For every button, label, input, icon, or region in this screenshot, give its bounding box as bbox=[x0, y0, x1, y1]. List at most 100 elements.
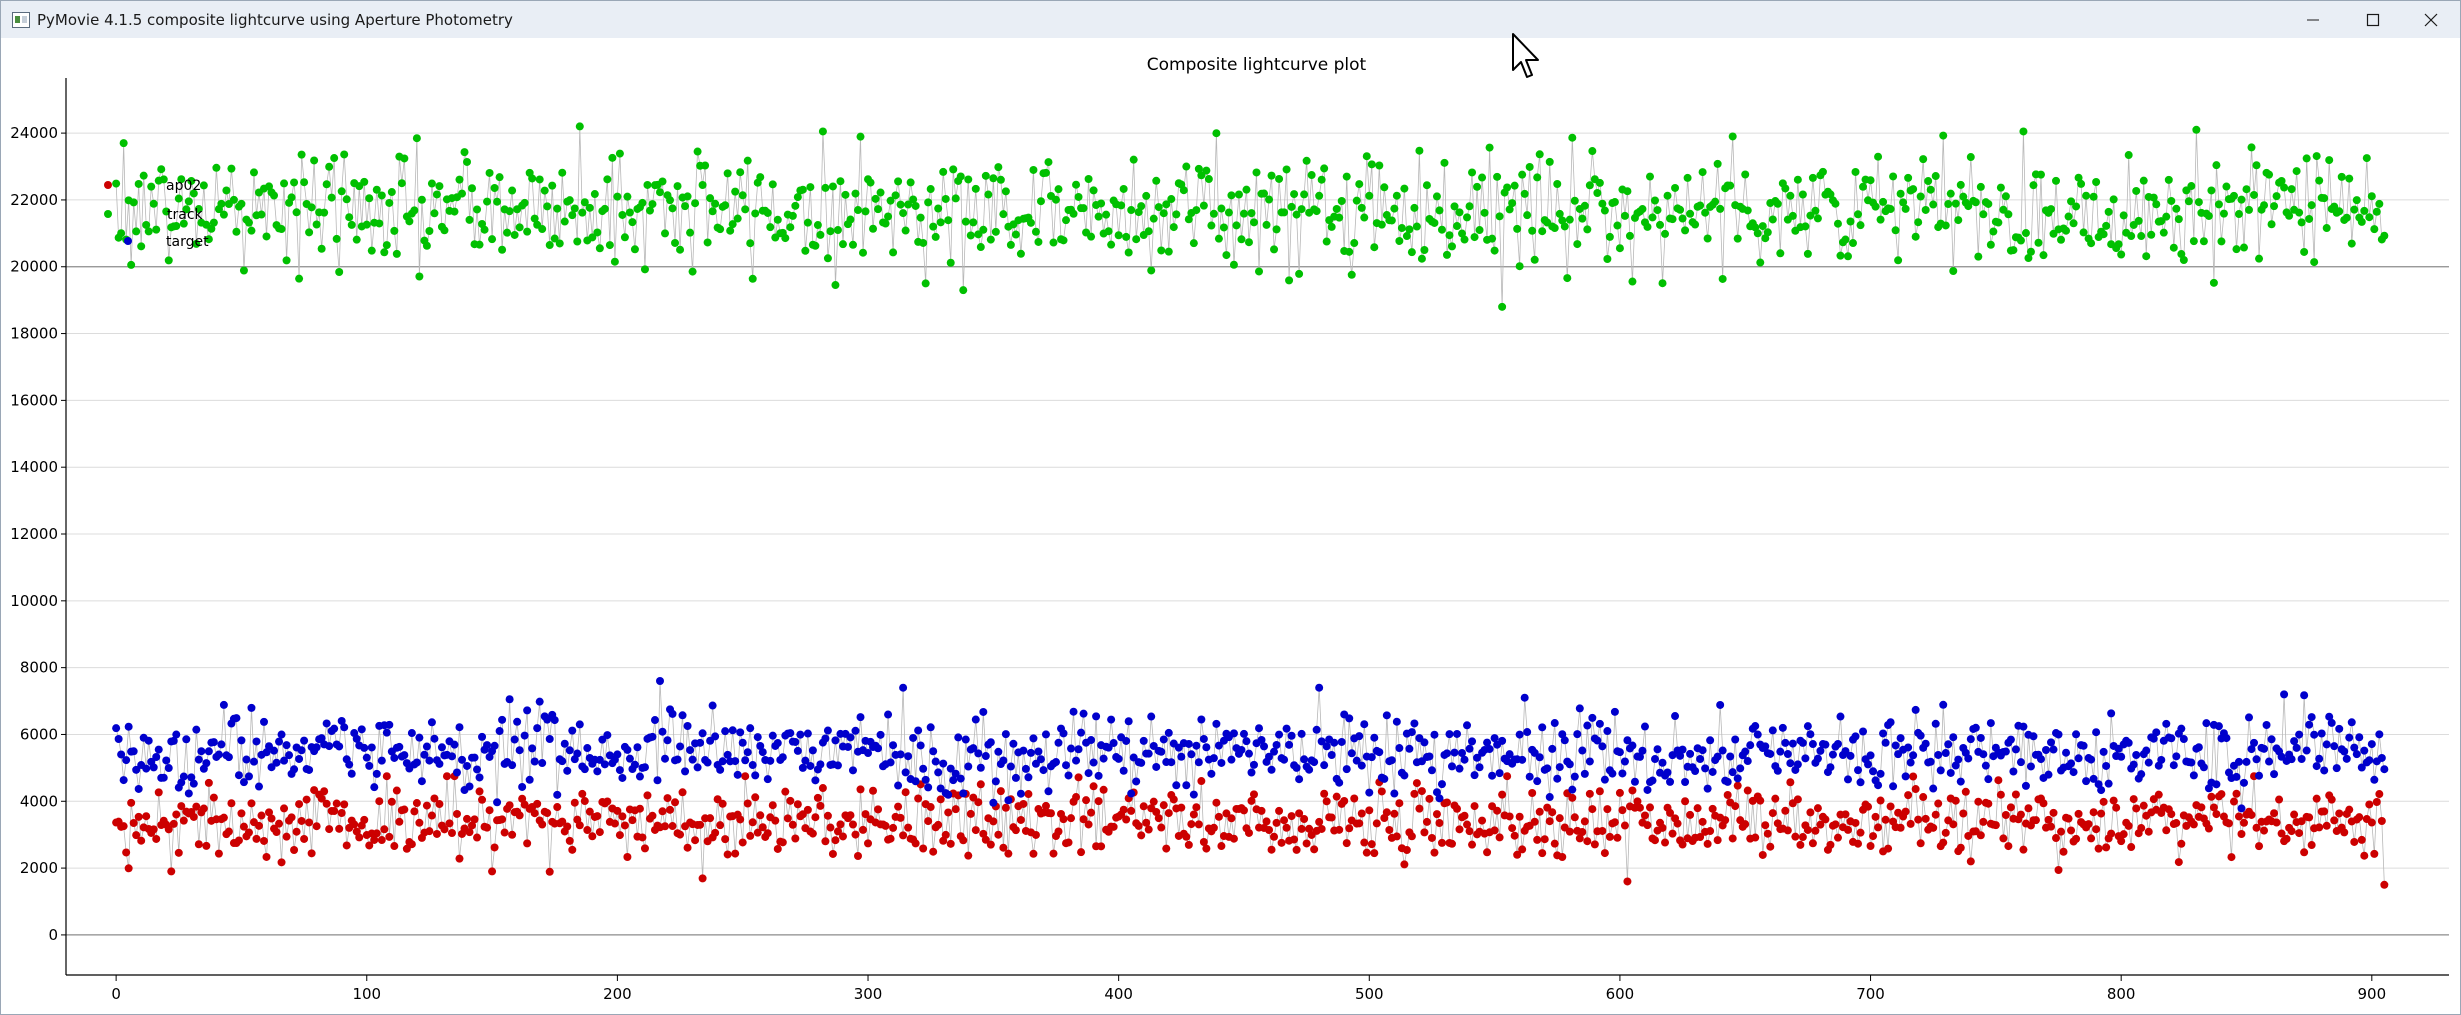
data-point bbox=[1290, 835, 1299, 844]
data-point bbox=[1645, 803, 1654, 812]
data-point bbox=[573, 749, 582, 758]
data-point bbox=[2169, 761, 2178, 770]
data-point bbox=[683, 843, 692, 852]
data-point bbox=[2039, 799, 2048, 808]
data-point bbox=[613, 806, 622, 815]
data-point bbox=[663, 794, 672, 803]
data-point bbox=[1292, 763, 1301, 772]
data-point bbox=[465, 215, 474, 224]
data-point bbox=[1585, 789, 1594, 798]
minimize-button[interactable] bbox=[2284, 1, 2342, 38]
data-point bbox=[490, 843, 499, 852]
data-point bbox=[2052, 176, 2061, 185]
data-point bbox=[1633, 797, 1642, 806]
data-point bbox=[2239, 818, 2248, 827]
data-point bbox=[575, 821, 584, 830]
data-point bbox=[1102, 210, 1111, 219]
data-point bbox=[1375, 748, 1384, 757]
data-point bbox=[1548, 744, 1557, 753]
data-point bbox=[2172, 819, 2181, 828]
data-point bbox=[2375, 199, 2384, 208]
data-point bbox=[1435, 818, 1444, 827]
series-points-track bbox=[112, 772, 2389, 889]
data-point bbox=[217, 740, 226, 749]
data-point bbox=[445, 819, 454, 828]
data-point bbox=[1681, 797, 1690, 806]
data-point bbox=[252, 834, 261, 843]
data-point bbox=[490, 184, 499, 193]
data-point bbox=[372, 829, 381, 838]
data-point bbox=[1212, 129, 1221, 138]
data-point bbox=[1676, 205, 1685, 214]
data-point bbox=[473, 205, 482, 214]
data-point bbox=[2067, 759, 2076, 768]
data-point bbox=[1169, 795, 1178, 804]
title-bar[interactable]: PyMovie 4.1.5 composite lightcurve using… bbox=[1, 1, 2460, 38]
data-point bbox=[798, 185, 807, 194]
data-point bbox=[1525, 772, 1534, 781]
data-point bbox=[1167, 195, 1176, 204]
data-point bbox=[262, 232, 271, 241]
lightcurve-plot[interactable]: Composite lightcurve plot020004000600080… bbox=[1, 38, 2460, 1014]
data-point bbox=[635, 804, 644, 813]
data-point bbox=[1305, 765, 1314, 774]
data-point bbox=[1270, 245, 1279, 254]
data-point bbox=[2167, 810, 2176, 819]
data-point bbox=[322, 719, 331, 728]
data-point bbox=[605, 241, 614, 250]
data-point bbox=[1583, 225, 1592, 234]
data-point bbox=[1535, 150, 1544, 159]
data-point bbox=[412, 134, 421, 143]
data-point bbox=[415, 818, 424, 827]
data-point bbox=[1460, 235, 1469, 244]
data-point bbox=[1087, 808, 1096, 817]
data-point bbox=[350, 820, 359, 829]
data-point bbox=[1538, 723, 1547, 732]
data-point bbox=[841, 190, 850, 199]
data-point bbox=[1811, 826, 1820, 835]
data-point bbox=[2247, 143, 2256, 152]
data-point bbox=[1019, 746, 1028, 755]
data-point bbox=[979, 707, 988, 716]
data-point bbox=[1856, 828, 1865, 837]
data-point bbox=[1310, 845, 1319, 854]
data-point bbox=[212, 163, 221, 172]
data-point bbox=[440, 226, 449, 235]
data-point bbox=[1886, 718, 1895, 727]
data-point bbox=[1029, 849, 1038, 858]
data-point bbox=[1382, 711, 1391, 720]
data-point bbox=[2335, 207, 2344, 216]
data-point bbox=[204, 778, 213, 787]
data-point bbox=[1548, 808, 1557, 817]
close-button[interactable] bbox=[2402, 1, 2460, 38]
data-point bbox=[375, 797, 384, 806]
data-point bbox=[1463, 820, 1472, 829]
data-point bbox=[2187, 182, 2196, 191]
data-point bbox=[365, 841, 374, 850]
data-point bbox=[1357, 761, 1366, 770]
data-point bbox=[1751, 722, 1760, 731]
data-point bbox=[1966, 735, 1975, 744]
data-point bbox=[307, 849, 316, 858]
y-tick-label: 8000 bbox=[20, 659, 58, 677]
maximize-button[interactable] bbox=[2344, 1, 2402, 38]
data-point bbox=[716, 821, 725, 830]
data-point bbox=[2074, 754, 2083, 763]
data-point bbox=[741, 772, 750, 781]
data-point bbox=[2004, 842, 2013, 851]
data-point bbox=[1781, 806, 1790, 815]
data-point bbox=[1119, 805, 1128, 814]
data-point bbox=[1214, 741, 1223, 750]
data-point bbox=[1493, 806, 1502, 815]
y-tick-label: 4000 bbox=[20, 792, 58, 810]
data-point bbox=[1768, 809, 1777, 818]
data-point bbox=[1841, 235, 1850, 244]
data-point bbox=[1036, 755, 1045, 764]
data-point bbox=[2357, 763, 2366, 772]
data-point bbox=[2255, 254, 2264, 263]
data-point bbox=[813, 793, 822, 802]
data-point bbox=[1001, 803, 1010, 812]
data-point bbox=[280, 756, 289, 765]
data-point bbox=[1360, 720, 1369, 729]
data-point bbox=[981, 171, 990, 180]
